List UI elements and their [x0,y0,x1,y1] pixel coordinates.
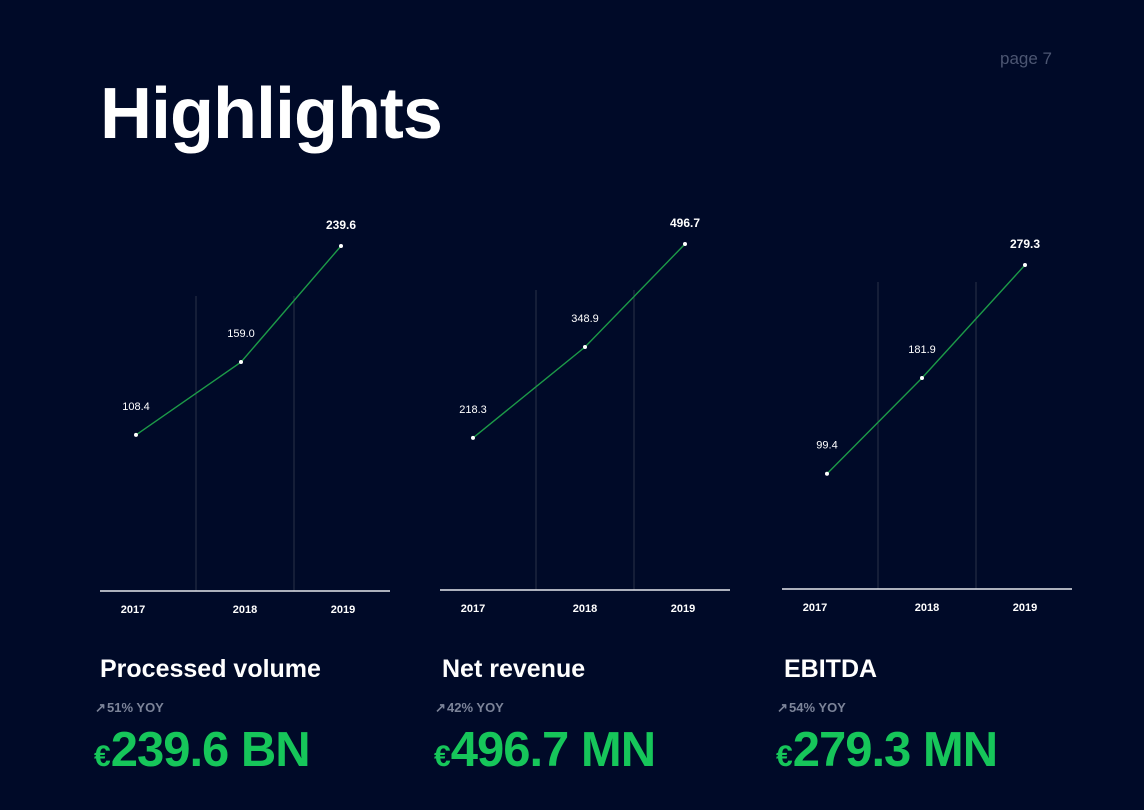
data-point [1023,263,1027,267]
yoy-label: 42% YOY [447,700,504,715]
data-point [471,435,475,440]
line-chart-2: 218.3 2017 348.9 2018 496.7 2019 [440,216,730,615]
data-point [339,244,343,248]
metric-value: €279.3 MN [776,722,998,778]
metric-amount: 496.7 MN [450,723,656,777]
x-tick-label: 2018 [915,602,939,614]
data-label: 279.3 [1010,237,1040,251]
data-label: 181.9 [908,344,936,356]
metric-title: Net revenue [442,655,586,683]
x-tick-label: 2017 [121,604,145,616]
data-label: 348.9 [571,313,599,325]
metric-title: EBITDA [784,655,878,683]
x-tick-label: 2019 [1013,602,1037,614]
data-point [134,432,138,437]
series-line [472,243,686,439]
data-label: 218.3 [459,404,487,416]
data-point [583,344,587,349]
series-line [826,264,1026,475]
metric-amount: 279.3 MN [792,723,998,777]
arrow-up-right-icon: ↗ [95,700,106,715]
currency-symbol: € [434,740,451,773]
yoy-change: ↗54% YOY [777,700,846,716]
metric-title: Processed volume [100,655,321,683]
data-label: 239.6 [326,218,356,232]
data-label: 496.7 [670,216,700,230]
metric-amount: 239.6 BN [110,723,311,777]
metric-panel-2: 218.3 2017 348.9 2018 496.7 2019 Net revenue … [434,0,740,810]
x-tick-label: 2019 [331,604,355,616]
series-line [135,245,342,436]
yoy-label: 51% YOY [107,700,164,715]
data-label: 159.0 [227,328,255,340]
yoy-change: ↗51% YOY [95,700,164,716]
metric-value: €496.7 MN [434,722,656,778]
yoy-change: ↗42% YOY [435,700,504,716]
data-point [683,242,687,246]
metric-panel-3: 99.4 2017 181.9 2018 279.3 2019 EBITDA ↗54% Y… [776,0,1082,810]
yoy-label: 54% YOY [789,700,846,715]
currency-symbol: € [94,740,111,773]
data-point [239,360,243,365]
arrow-up-right-icon: ↗ [777,700,788,715]
data-point [825,471,829,476]
data-label: 99.4 [816,440,837,452]
page-title: Highlights [100,74,443,154]
x-tick-label: 2019 [671,603,695,615]
currency-symbol: € [776,740,793,773]
data-point [920,375,924,380]
line-chart-1: 108.4 2017 159.0 2018 239.6 2019 [100,218,390,616]
line-chart-3: 99.4 2017 181.9 2018 279.3 2019 [782,237,1072,614]
x-tick-label: 2017 [461,603,485,615]
metric-panel-1: 108.4 2017 159.0 2018 239.6 2019 Processed vo… [94,0,400,810]
page-number: page 7 [1000,49,1052,68]
x-tick-label: 2017 [803,602,827,614]
x-tick-label: 2018 [573,603,597,615]
arrow-up-right-icon: ↗ [435,700,446,715]
x-tick-label: 2018 [233,604,257,616]
data-label: 108.4 [122,401,150,413]
metric-value: €239.6 BN [94,722,311,778]
